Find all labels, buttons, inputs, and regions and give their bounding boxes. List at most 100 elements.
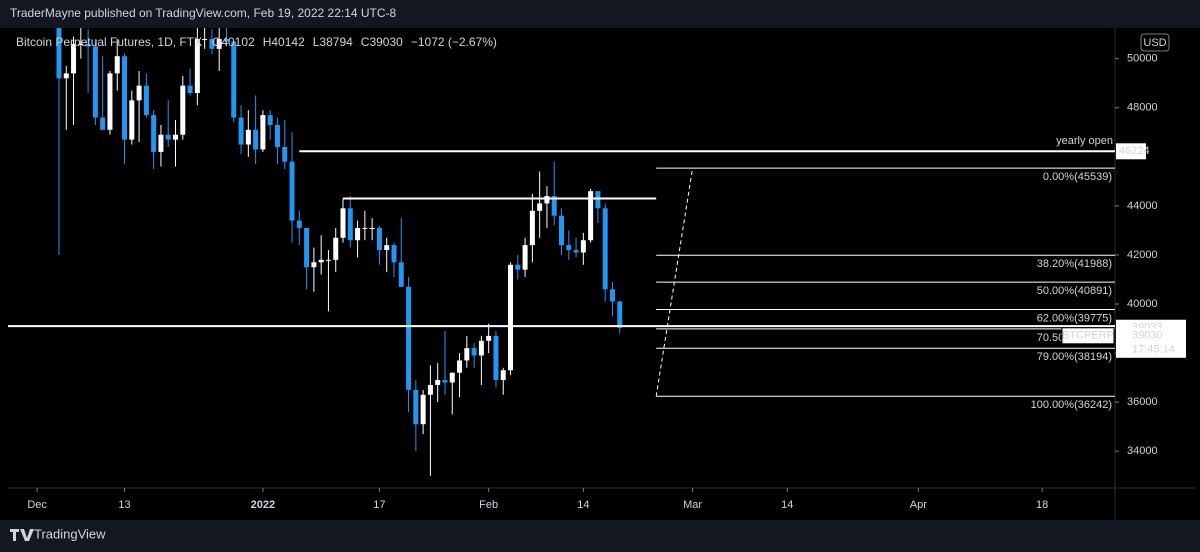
candle-body <box>391 245 397 263</box>
y-tick-label: 42000 <box>1127 249 1158 261</box>
candle-body <box>231 41 237 118</box>
top-bar <box>0 0 1200 28</box>
legend-value: O40102 <box>212 35 255 49</box>
candle-body <box>413 389 419 425</box>
x-tick-label: Apr <box>910 499 927 511</box>
candle-body <box>143 85 149 116</box>
last-price-tag <box>1116 327 1186 358</box>
candle-body <box>238 117 244 145</box>
candle-body <box>129 100 135 140</box>
legend-value: −1072 (−2.67%) <box>411 35 497 49</box>
x-tick-label: Feb <box>479 499 498 511</box>
candle-body <box>537 203 543 211</box>
candle-body <box>325 259 331 261</box>
candle-body <box>158 134 164 152</box>
candle-body <box>588 191 594 241</box>
candle-body <box>194 39 200 94</box>
y-tick-label: 48000 <box>1127 102 1158 114</box>
currency-box <box>1140 33 1170 52</box>
fib-label: 50.00%(40891) <box>1037 285 1112 297</box>
x-tick-label: 14 <box>577 499 589 511</box>
candle-body <box>442 380 448 383</box>
candle-body <box>216 39 222 49</box>
y-tick-label: 40000 <box>1127 298 1158 310</box>
title: Bitcoin Perpetual Futures, 1D, FTX <box>16 35 202 49</box>
candle-body <box>362 227 368 229</box>
candle-body <box>296 220 302 228</box>
candle-body <box>71 43 77 74</box>
candle-body <box>449 372 455 383</box>
candle-body <box>464 348 470 361</box>
candle-body <box>253 129 259 150</box>
candle-body <box>551 196 557 216</box>
candle-body <box>136 85 142 101</box>
candle-body <box>180 85 186 135</box>
candle-body <box>187 85 193 94</box>
candle-body <box>369 227 375 229</box>
candle-body <box>427 384 433 395</box>
candle-body <box>406 286 412 390</box>
legend-value: L38794 <box>313 35 353 49</box>
candle-body <box>340 208 346 238</box>
candle-body <box>522 245 528 270</box>
candle-body <box>384 245 390 251</box>
candle-body <box>347 208 353 241</box>
y-tick-label: 50000 <box>1127 53 1158 65</box>
candle-body <box>617 301 623 328</box>
candle-body <box>318 259 324 263</box>
candle-body <box>500 370 506 381</box>
footer-bar <box>0 520 1200 552</box>
candle-body <box>107 73 113 130</box>
x-tick-label: 18 <box>1036 499 1048 511</box>
candle-body <box>223 39 229 42</box>
symbol: BTCPERP <box>1062 330 1114 342</box>
candle-body <box>100 117 106 130</box>
x-tick-label: 17 <box>373 499 385 511</box>
candle-body <box>78 43 84 45</box>
candle-body <box>56 28 62 79</box>
fib-trend <box>655 168 694 397</box>
candle-body <box>202 39 208 41</box>
candle-body <box>122 56 128 140</box>
yearly-open-tag <box>1116 143 1146 160</box>
x-tick-label: Mar <box>683 499 702 511</box>
candle-body <box>457 360 463 373</box>
candle-body <box>471 348 477 356</box>
candle-body <box>595 191 601 209</box>
symbol-tag <box>1061 327 1115 345</box>
candle-body <box>486 335 492 341</box>
x-tick-label: Dec <box>27 499 47 511</box>
candle-body <box>63 73 69 79</box>
candle-body <box>289 161 295 221</box>
candle-body <box>151 115 157 152</box>
logo <box>10 529 34 541</box>
candle-body <box>609 289 615 302</box>
candle-body <box>260 115 266 150</box>
candle-body <box>304 227 310 268</box>
candle-body <box>559 215 564 246</box>
candle-body <box>333 237 339 260</box>
x-tick-label: 13 <box>118 499 130 511</box>
y-tick-label: 44000 <box>1127 200 1158 212</box>
currency: USD <box>1143 37 1166 49</box>
candle-body <box>398 262 404 287</box>
candle-body <box>209 39 215 49</box>
y-tick-label: 36000 <box>1127 396 1158 408</box>
publisher: TraderMayne published on TradingView.com… <box>10 6 397 20</box>
y-tick-label: 34000 <box>1127 445 1158 457</box>
x-tick-label: 2022 <box>251 499 275 511</box>
candle-body <box>573 250 579 253</box>
candle-body <box>114 56 120 74</box>
candle-body <box>245 129 251 145</box>
candle-body <box>515 264 521 270</box>
candle-body <box>282 146 288 162</box>
candle-body <box>376 227 382 251</box>
yearly-open-price: 46224 <box>1119 145 1150 157</box>
candle-body <box>267 115 273 125</box>
fib-label: 79.00%(38194) <box>1037 351 1112 363</box>
legend-value: C39030 <box>361 35 403 49</box>
fib-label: 0.00%(45539) <box>1043 171 1112 183</box>
candle-body <box>420 394 426 425</box>
